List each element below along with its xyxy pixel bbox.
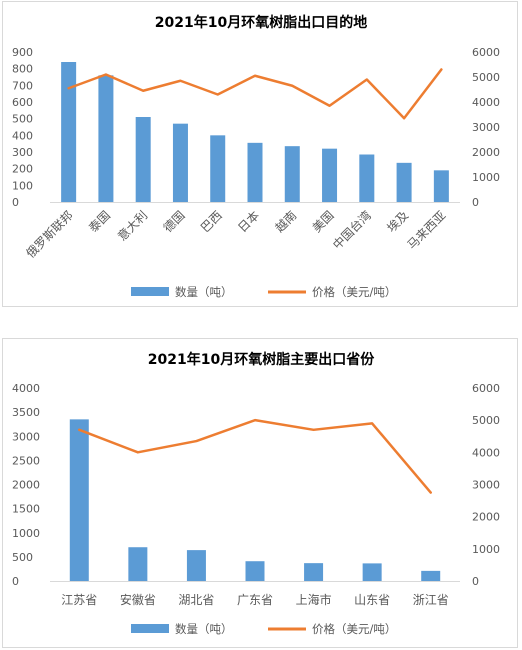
bar-俄罗斯联邦 <box>61 62 77 202</box>
x-tick-label: 广东省 <box>237 593 273 607</box>
y-left-tick-label: 600 <box>12 96 33 109</box>
bar-安徽省 <box>128 547 148 581</box>
y-left-tick-label: 2000 <box>12 479 40 492</box>
bar-德国 <box>172 123 188 202</box>
bar-意大利 <box>135 117 151 202</box>
y-left-tick-label: 3000 <box>12 430 40 443</box>
x-tick-label: 意大利 <box>114 208 150 244</box>
x-tick-label: 泰国 <box>86 208 113 235</box>
legend-bar-swatch <box>131 624 169 633</box>
x-tick-label: 俄罗斯联邦 <box>23 208 75 260</box>
bar-江苏省 <box>69 419 89 581</box>
bar-越南 <box>284 146 300 202</box>
y-right-tick-label: 5000 <box>472 414 500 427</box>
x-tick-label: 马来西亚 <box>405 208 449 252</box>
bar-埃及 <box>396 162 412 202</box>
y-left-tick-label: 3500 <box>12 406 40 419</box>
chart-title: 2021年10月环氧树脂出口目的地 <box>155 14 367 31</box>
bar-广东省 <box>245 561 265 581</box>
provinces-chart-svg: 2021年10月环氧树脂主要出口省份 0 500 1000 1500 2000 2500 3… <box>12 351 500 636</box>
x-tick-label: 安徽省 <box>120 592 156 607</box>
bar-日本 <box>247 142 263 202</box>
y-left-tick-label: 1000 <box>12 527 40 540</box>
y-left-tick-label: 0 <box>12 196 19 209</box>
y-left-tick-label: 2500 <box>12 454 40 467</box>
legend-price-label: 价格（美元/吨） <box>312 622 396 636</box>
y-left-tick-label: 400 <box>12 129 33 142</box>
x-tick-label: 越南 <box>272 208 300 236</box>
x-tick-label: 巴西 <box>198 208 225 235</box>
x-tick-label: 日本 <box>235 208 262 235</box>
x-tick-label: 中国台湾 <box>329 208 374 253</box>
bar-山东省 <box>362 563 382 581</box>
legend-bar-swatch <box>131 287 169 296</box>
y-left-tick-label: 1500 <box>12 503 40 516</box>
destinations-chart-svg: 2021年10月环氧树脂出口目的地 0 100 200 300 400 500 600 700… <box>12 14 500 299</box>
legend-quantity-label: 数量（吨） <box>175 285 233 299</box>
y-right-tick-label: 0 <box>472 196 479 209</box>
y-left-tick-label: 800 <box>12 63 33 76</box>
bar-上海市 <box>304 563 324 581</box>
y-right-tick-label: 4000 <box>472 96 500 109</box>
y-right-tick-label: 2000 <box>472 146 500 159</box>
y-right-tick-label: 1000 <box>472 543 500 556</box>
chart-panel-export-provinces: 2021年10月环氧树脂主要出口省份 0 500 1000 1500 2000 2500 3… <box>2 338 518 648</box>
y-right-tick-label: 3000 <box>472 479 500 492</box>
legend-price-label: 价格（美元/吨） <box>312 285 396 299</box>
x-tick-label: 上海市 <box>296 592 332 607</box>
bar-马来西亚 <box>433 170 449 202</box>
y-right-tick-label: 4000 <box>472 446 500 459</box>
y-right-tick-label: 5000 <box>472 71 500 84</box>
y-left-tick-label: 0 <box>12 575 19 588</box>
x-tick-label: 山东省 <box>354 593 390 607</box>
x-tick-label: 埃及 <box>384 208 411 235</box>
y-left-tick-label: 500 <box>12 113 33 126</box>
y-left-tick-label: 4000 <box>12 382 40 395</box>
bar-浙江省 <box>421 570 441 581</box>
chart-title: 2021年10月环氧树脂主要出口省份 <box>148 351 375 368</box>
x-tick-label: 湖北省 <box>178 592 214 607</box>
y-left-tick-label: 700 <box>12 79 33 92</box>
y-right-tick-label: 2000 <box>472 511 500 524</box>
bar-泰国 <box>98 75 114 202</box>
y-right-tick-label: 1000 <box>472 171 500 184</box>
price-line <box>78 418 432 494</box>
bar-巴西 <box>210 135 226 202</box>
chart-panel-export-destinations: 2021年10月环氧树脂出口目的地 0 100 200 300 400 500 600 700… <box>2 1 518 307</box>
bar-中国台湾 <box>359 154 375 202</box>
y-right-tick-label: 3000 <box>472 121 500 134</box>
y-right-tick-label: 0 <box>472 575 479 588</box>
y-right-tick-label: 6000 <box>472 382 500 395</box>
legend-quantity-label: 数量（吨） <box>175 622 233 636</box>
y-left-tick-label: 900 <box>12 46 33 59</box>
y-left-tick-label: 500 <box>12 551 33 564</box>
price-line <box>67 68 443 120</box>
bar-美国 <box>322 148 338 202</box>
y-left-tick-label: 200 <box>12 163 33 176</box>
x-tick-label: 德国 <box>160 208 188 236</box>
y-right-tick-label: 6000 <box>472 46 500 59</box>
y-left-tick-label: 100 <box>12 179 33 192</box>
x-tick-label: 浙江省 <box>413 593 449 607</box>
bar-湖北省 <box>186 550 206 581</box>
y-left-tick-label: 300 <box>12 146 33 159</box>
x-tick-label: 美国 <box>310 208 337 235</box>
x-tick-label: 江苏省 <box>61 593 97 607</box>
